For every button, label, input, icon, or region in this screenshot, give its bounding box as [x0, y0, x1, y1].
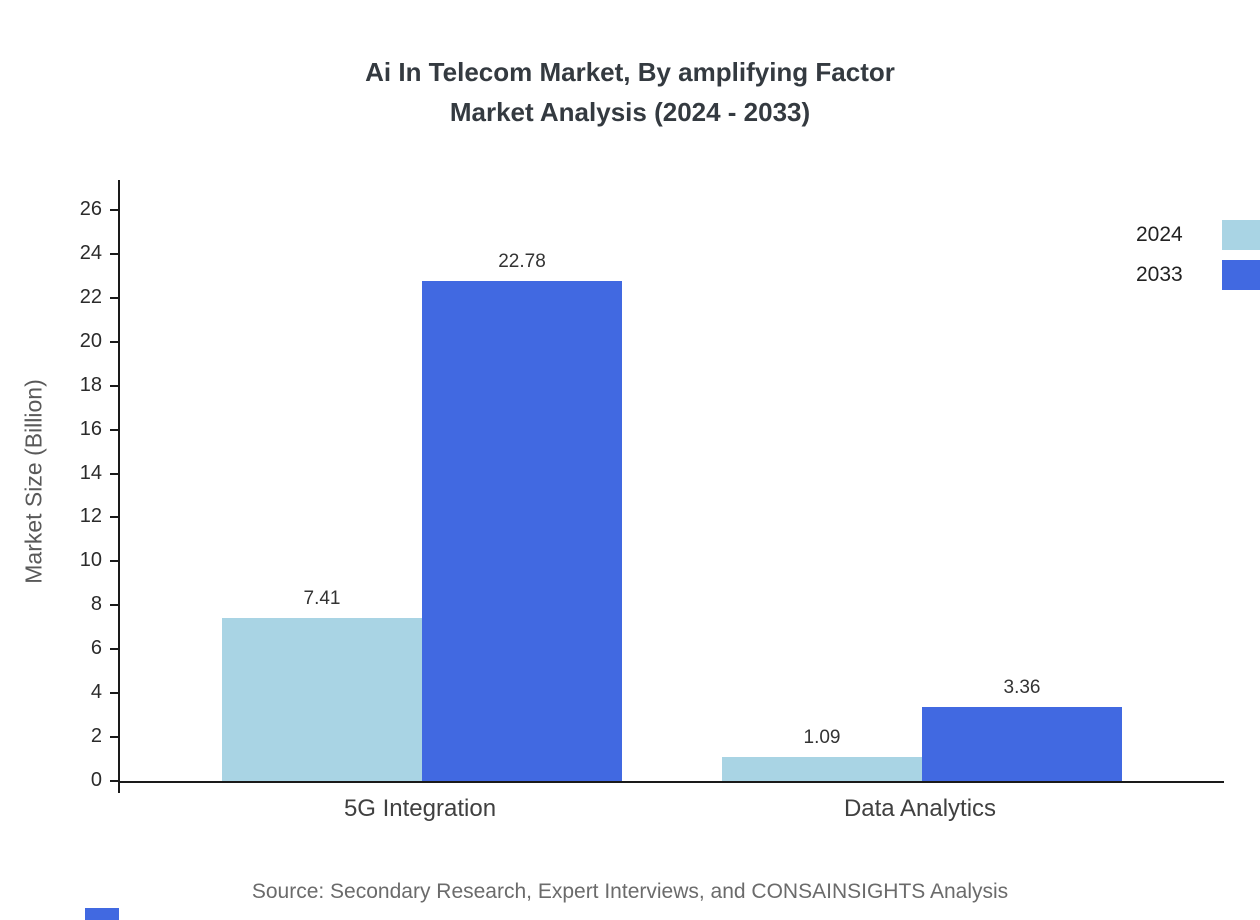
- y-axis-tick-label: 16: [79, 417, 102, 440]
- chart-title-line2: Market Analysis (2024 - 2033): [449, 97, 811, 127]
- legend-label: 2024: [1136, 223, 1183, 246]
- y-axis-tick-label: 8: [90, 593, 102, 616]
- y-axis-tick-label: 20: [79, 329, 102, 352]
- y-axis-tick: [110, 692, 118, 695]
- bar-2033-data-analytics: [922, 707, 1122, 781]
- legend-swatch: [1222, 220, 1260, 250]
- source-note: Source: Secondary Research, Expert Inter…: [251, 880, 1009, 903]
- y-axis-overhang: [118, 781, 120, 793]
- legend-item-2033: 2033: [1136, 260, 1260, 290]
- y-axis-tick-label: 14: [79, 461, 102, 484]
- cropped-logo: [85, 908, 119, 920]
- legend-label: 2033: [1136, 263, 1183, 286]
- y-axis-tick-label: 4: [90, 681, 102, 704]
- y-axis-tick: [110, 384, 118, 387]
- y-axis-tick: [110, 604, 118, 607]
- bar-2033-5g-integration: [422, 280, 622, 781]
- bar-value-label: 1.09: [803, 727, 841, 749]
- y-axis-tick-label: 22: [79, 285, 102, 308]
- bar-value-label: 7.41: [303, 588, 341, 610]
- legend-swatch: [1222, 260, 1260, 290]
- plot-area: 0 2 4 6 8 10 12 14 16 18 20 22 24 26 7.41 22.78 1.09 3.36: [80, 180, 1224, 793]
- legend: 2024 2033: [1136, 220, 1260, 300]
- y-axis-tick: [110, 648, 118, 651]
- x-category-label: Data Analytics: [843, 795, 997, 822]
- y-axis-tick-label: 12: [79, 505, 102, 528]
- y-axis-tick: [110, 296, 118, 299]
- bar-2024-5g-integration: [222, 618, 422, 781]
- y-axis-tick-label: 0: [90, 769, 102, 791]
- y-axis-tick: [110, 780, 118, 782]
- y-axis-tick-label: 10: [79, 549, 102, 572]
- legend-item-2024: 2024: [1136, 220, 1260, 250]
- y-axis-tick-label: 18: [79, 373, 102, 396]
- y-axis-tick: [110, 516, 118, 519]
- x-category-label: 5G Integration: [343, 795, 497, 822]
- y-axis-tick: [110, 472, 118, 475]
- y-axis-title: Market Size (Billion): [20, 379, 47, 584]
- chart-title: Ai In Telecom Market, By amplifying Fact…: [0, 52, 1260, 132]
- y-axis-tick-label: 2: [90, 725, 102, 748]
- y-axis-tick-label: 26: [79, 198, 102, 220]
- y-axis-tick: [110, 560, 118, 563]
- y-axis-tick: [110, 340, 118, 343]
- y-axis-tick-label: 24: [79, 241, 102, 264]
- bar-2024-data-analytics: [722, 757, 922, 781]
- chart-title-line1: Ai In Telecom Market, By amplifying Fact…: [365, 57, 895, 87]
- y-axis-tick: [110, 736, 118, 739]
- bar-value-label: 3.36: [1003, 677, 1041, 699]
- y-axis-tick: [110, 209, 118, 211]
- bar-value-label: 22.78: [498, 250, 546, 272]
- y-axis-tick-label: 6: [90, 637, 102, 660]
- y-axis-tick: [110, 428, 118, 431]
- y-axis-tick: [110, 252, 118, 255]
